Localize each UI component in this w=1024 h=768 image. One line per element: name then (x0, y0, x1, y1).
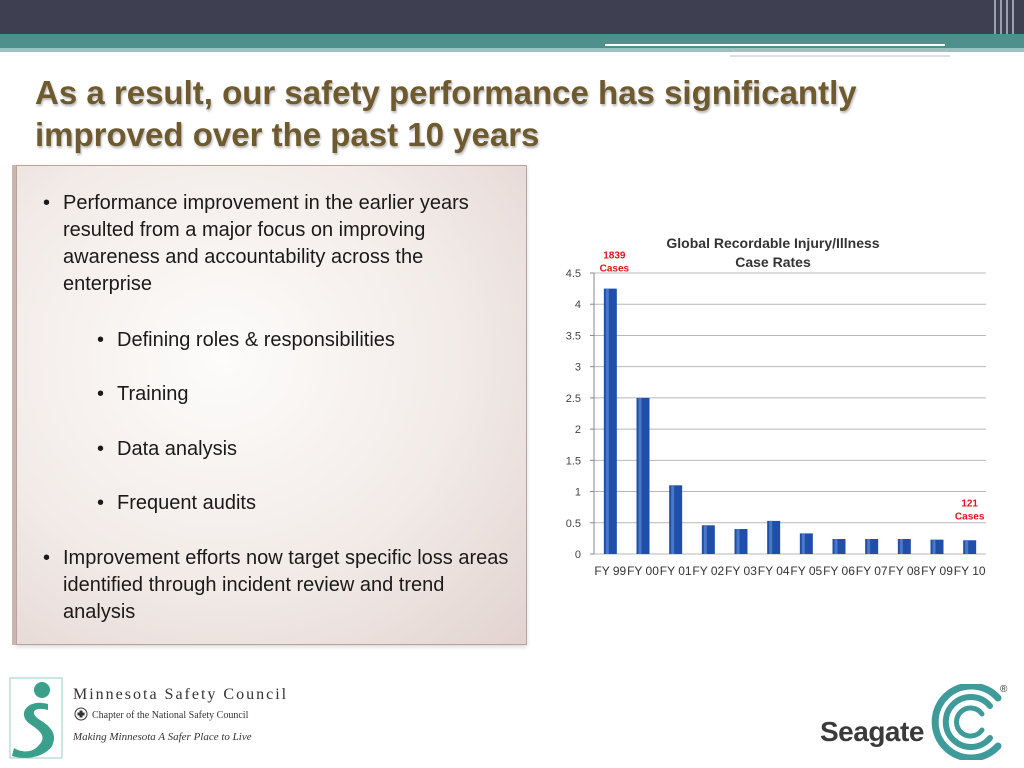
bar-highlight (899, 539, 903, 554)
sub-bullet-item: • Data analysis (97, 436, 517, 463)
y-tick-label: 1.5 (566, 455, 581, 467)
y-tick-label: 2 (575, 424, 581, 436)
msc-name: Minnesota Safety Council (73, 686, 289, 703)
sub-bullet-item: • Frequent audits (97, 490, 517, 517)
bar-highlight (932, 539, 936, 554)
seagate-wordmark: Seagate (820, 716, 924, 747)
bar (734, 529, 748, 554)
bar-highlight (736, 529, 740, 554)
x-tick-label: FY 06 (823, 564, 855, 578)
bullet-item: • Performance improvement in the earlier… (43, 190, 513, 298)
y-tick-label: 3 (575, 362, 581, 374)
x-tick-label: FY 04 (758, 564, 790, 578)
bar (799, 533, 813, 554)
bullet-text: Defining roles & responsibilities (117, 329, 395, 351)
slide-title: As a result, our safety performance has … (35, 74, 857, 153)
msc-slogan: Making Minnesota A Safer Place to Live (73, 731, 252, 743)
data-annotation: Cases (600, 264, 630, 275)
data-annotation: 1839 (603, 251, 626, 262)
x-tick-label: FY 01 (660, 564, 692, 578)
x-tick-label: FY 02 (692, 564, 724, 578)
bullet-text: Improvement efforts now target specific … (63, 547, 509, 623)
x-tick-label: FY 10 (954, 564, 986, 578)
bullet-text: Frequent audits (117, 492, 256, 514)
sub-bullet-item: • Defining roles & responsibilities (97, 327, 517, 354)
bullet-text: Training (117, 383, 189, 405)
top-bar-stripe (994, 0, 996, 34)
x-tick-label: FY 99 (594, 564, 626, 578)
bullet-marker: • (97, 438, 105, 460)
bar (963, 540, 977, 554)
top-bar-stripe (1006, 0, 1008, 34)
bar-highlight (605, 288, 609, 554)
bullet-panel: • Performance improvement in the earlier… (16, 165, 527, 645)
bar (701, 525, 715, 554)
bar-highlight (671, 485, 675, 554)
chart-title: Case Rates (735, 254, 811, 270)
bar-highlight (834, 539, 838, 554)
top-bar-stripe (1012, 0, 1014, 34)
chart-title: Global Recordable Injury/Illness (666, 235, 879, 251)
bar (897, 539, 911, 554)
accent-line (730, 55, 950, 57)
x-tick-label: FY 03 (725, 564, 757, 578)
bullet-marker: • (43, 547, 51, 569)
msc-s-icon (9, 677, 63, 759)
bullet-marker: • (97, 383, 105, 405)
minnesota-safety-council-logo (8, 676, 64, 765)
bar-highlight (867, 539, 871, 554)
msc-chapter-text: Chapter of the National Safety Council (92, 710, 249, 721)
bullet-text: Data analysis (117, 438, 238, 460)
bullet-marker: • (97, 329, 105, 351)
top-bar-stripe (1000, 0, 1002, 34)
bullet-item: • Improvement efforts now target specifi… (43, 545, 513, 626)
bar-highlight (638, 397, 642, 554)
seagate-logo-icon (931, 684, 1002, 760)
teal-accent-band (0, 48, 1024, 52)
x-tick-label: FY 07 (856, 564, 888, 578)
y-tick-label: 0 (575, 549, 581, 561)
bar-highlight (769, 520, 773, 554)
y-tick-label: 3.5 (566, 330, 581, 342)
y-tick-label: 4 (575, 299, 581, 311)
x-tick-label: FY 08 (888, 564, 920, 578)
bar-highlight (801, 533, 805, 554)
bullet-marker: • (97, 492, 105, 514)
nsc-cross-icon (74, 707, 88, 721)
data-annotation: Cases (955, 511, 985, 522)
accent-line (605, 44, 945, 46)
bullet-text: Performance improvement in the earlier y… (63, 192, 469, 295)
bar-highlight (965, 540, 969, 554)
bar-chart: Global Recordable Injury/Illness Case Rat… (566, 235, 986, 578)
bar (603, 288, 617, 554)
y-tick-label: 4.5 (566, 268, 581, 280)
y-tick-label: 1 (575, 487, 581, 499)
data-annotation: 121 (961, 498, 978, 509)
bullet-marker: • (43, 192, 51, 214)
bar (865, 539, 879, 554)
bar (767, 520, 781, 554)
bar (669, 485, 683, 554)
y-tick-label: 0.5 (566, 518, 581, 530)
x-tick-label: FY 05 (790, 564, 822, 578)
registered-mark: ® (1000, 684, 1008, 695)
bar (832, 539, 846, 554)
x-tick-label: FY 00 (627, 564, 659, 578)
bar-highlight (703, 525, 707, 554)
bar (930, 539, 944, 554)
x-tick-label: FY 09 (921, 564, 953, 578)
bar (636, 397, 650, 554)
y-tick-label: 2.5 (566, 393, 581, 405)
sub-bullet-item: • Training (97, 381, 517, 408)
top-bar (0, 0, 1024, 34)
